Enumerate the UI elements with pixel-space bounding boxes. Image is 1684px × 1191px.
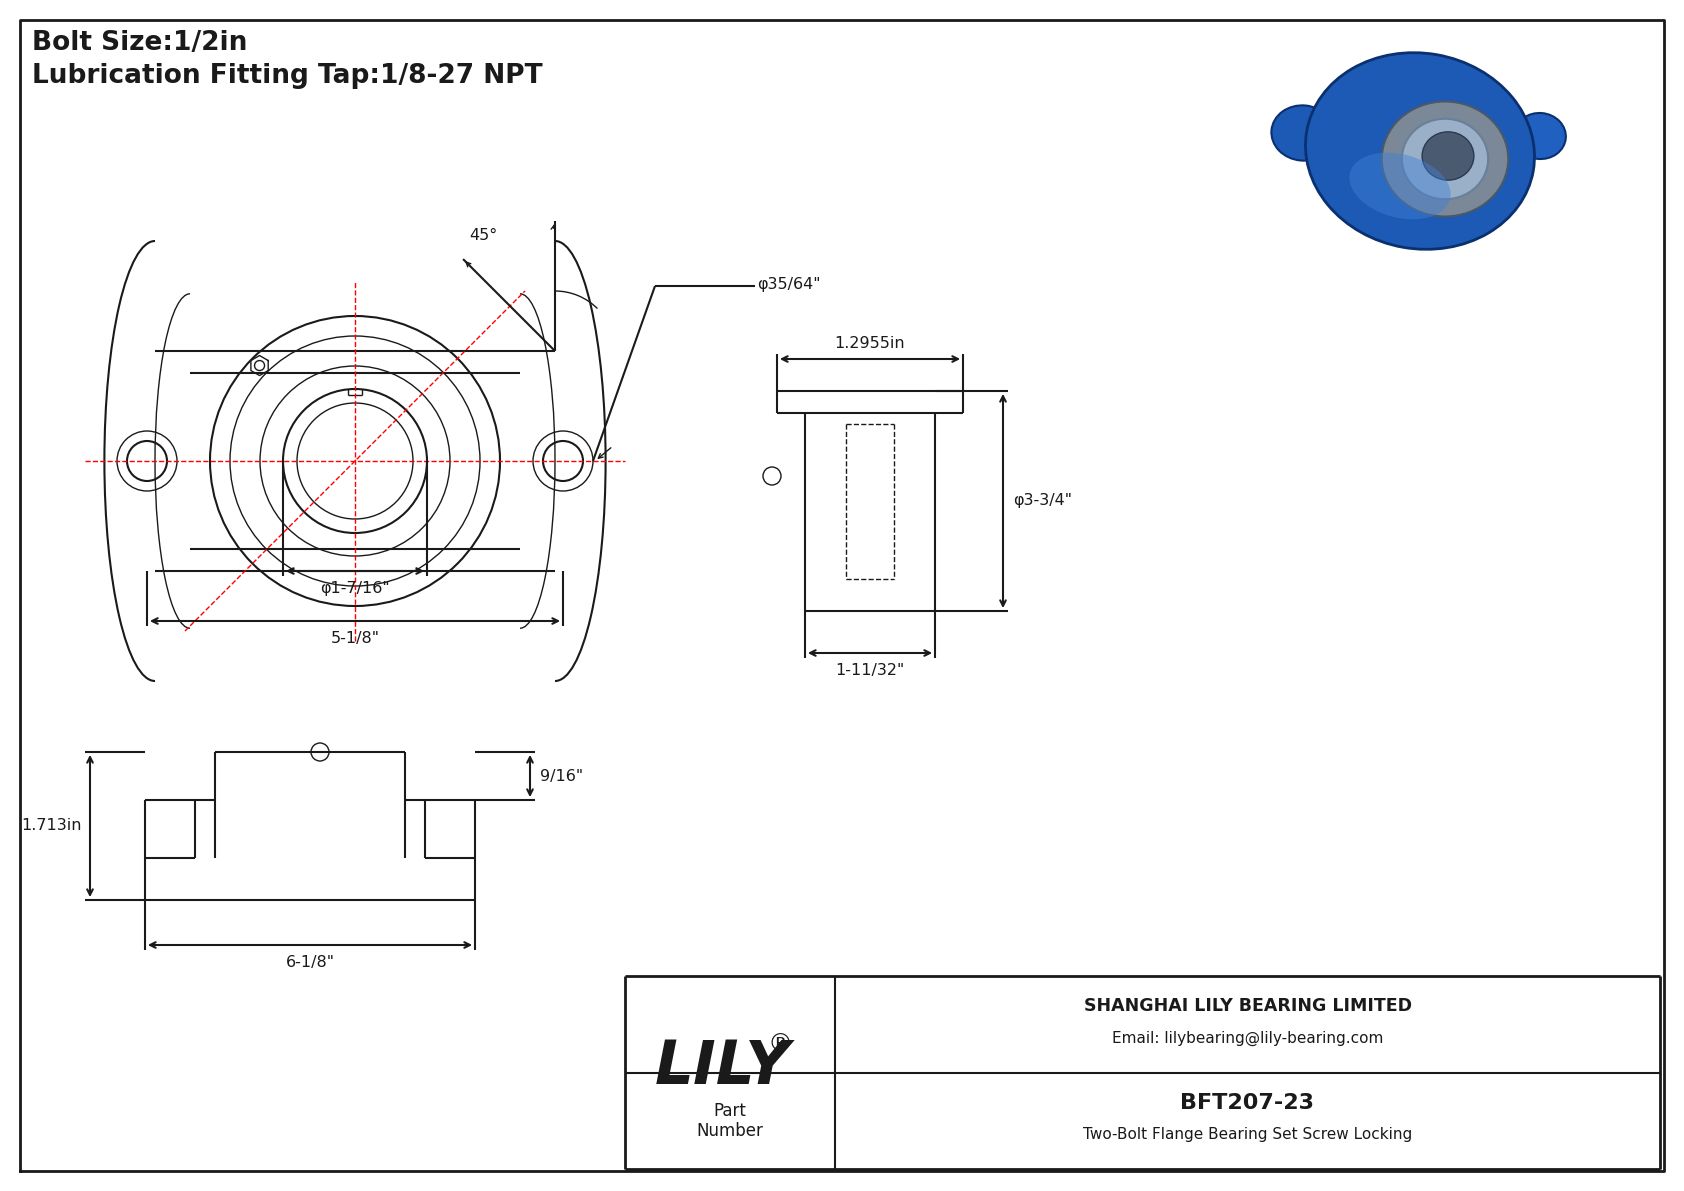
Ellipse shape <box>1514 113 1566 160</box>
Text: Number: Number <box>697 1122 763 1140</box>
Text: ®: ® <box>768 1033 793 1056</box>
Ellipse shape <box>1421 132 1474 180</box>
Text: φ1-7/16": φ1-7/16" <box>320 581 389 596</box>
Text: φ3-3/4": φ3-3/4" <box>1014 493 1073 509</box>
Text: SHANGHAI LILY BEARING LIMITED: SHANGHAI LILY BEARING LIMITED <box>1083 997 1411 1015</box>
Text: 1.713in: 1.713in <box>22 818 83 834</box>
Text: 45°: 45° <box>468 229 497 243</box>
Text: 9/16": 9/16" <box>541 768 583 784</box>
Ellipse shape <box>1356 83 1494 129</box>
Text: φ35/64": φ35/64" <box>758 276 820 292</box>
Text: 1.2955in: 1.2955in <box>835 336 906 351</box>
Text: BFT207-23: BFT207-23 <box>1180 1093 1315 1112</box>
Ellipse shape <box>1401 119 1489 199</box>
Text: 1-11/32": 1-11/32" <box>835 663 904 678</box>
Text: Two-Bolt Flange Bearing Set Screw Locking: Two-Bolt Flange Bearing Set Screw Lockin… <box>1083 1127 1413 1142</box>
Ellipse shape <box>1305 52 1534 249</box>
Ellipse shape <box>1383 101 1509 217</box>
Text: Lubrication Fitting Tap:1/8-27 NPT: Lubrication Fitting Tap:1/8-27 NPT <box>32 63 542 89</box>
Ellipse shape <box>1271 105 1335 161</box>
Text: 5-1/8": 5-1/8" <box>330 631 379 646</box>
Ellipse shape <box>1349 152 1450 219</box>
Text: LILY: LILY <box>655 1039 790 1097</box>
Text: Bolt Size:1/2in: Bolt Size:1/2in <box>32 30 248 56</box>
Text: Email: lilybearing@lily-bearing.com: Email: lilybearing@lily-bearing.com <box>1111 1030 1383 1046</box>
Text: 6-1/8": 6-1/8" <box>286 955 335 969</box>
Text: Part: Part <box>714 1102 746 1120</box>
